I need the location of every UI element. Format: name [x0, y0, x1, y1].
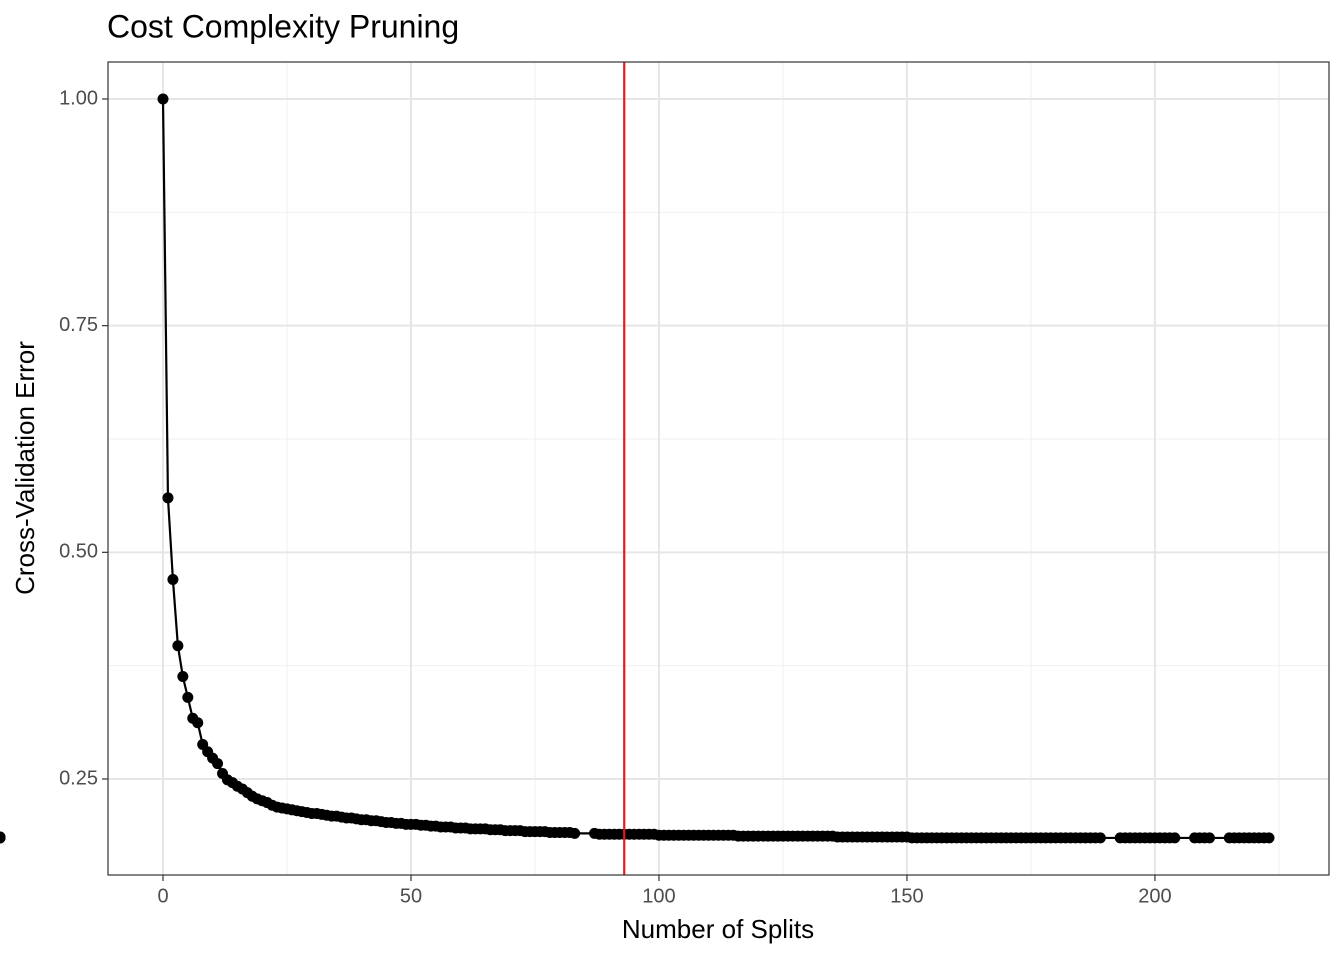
y-tick-label: 0.25	[59, 767, 98, 789]
data-point	[212, 758, 224, 770]
y-tick-label: 1.00	[59, 87, 98, 109]
data-point	[0, 831, 6, 843]
x-tick-label: 200	[1138, 885, 1171, 907]
x-tick-label: 0	[157, 885, 168, 907]
data-point	[162, 492, 174, 504]
data-point	[1203, 832, 1215, 844]
x-tick-label: 100	[642, 885, 675, 907]
data-point	[157, 93, 169, 105]
y-axis-label: Cross-Validation Error	[10, 341, 40, 595]
data-point	[1094, 832, 1106, 844]
data-point	[177, 671, 189, 683]
chart-title: Cost Complexity Pruning	[107, 8, 459, 44]
x-tick-label: 50	[400, 885, 422, 907]
data-point	[167, 574, 179, 586]
x-tick-label: 150	[890, 885, 923, 907]
data-point	[182, 691, 194, 703]
plot-background	[108, 62, 1329, 875]
data-point	[1263, 832, 1275, 844]
y-tick-label: 0.50	[59, 541, 98, 563]
y-tick-label: 0.75	[59, 314, 98, 336]
data-point	[569, 827, 581, 839]
data-point	[192, 717, 204, 729]
plot-border	[107, 61, 1330, 876]
data-point	[1169, 832, 1181, 844]
data-point	[172, 640, 184, 652]
x-axis-label: Number of Splits	[622, 914, 814, 944]
